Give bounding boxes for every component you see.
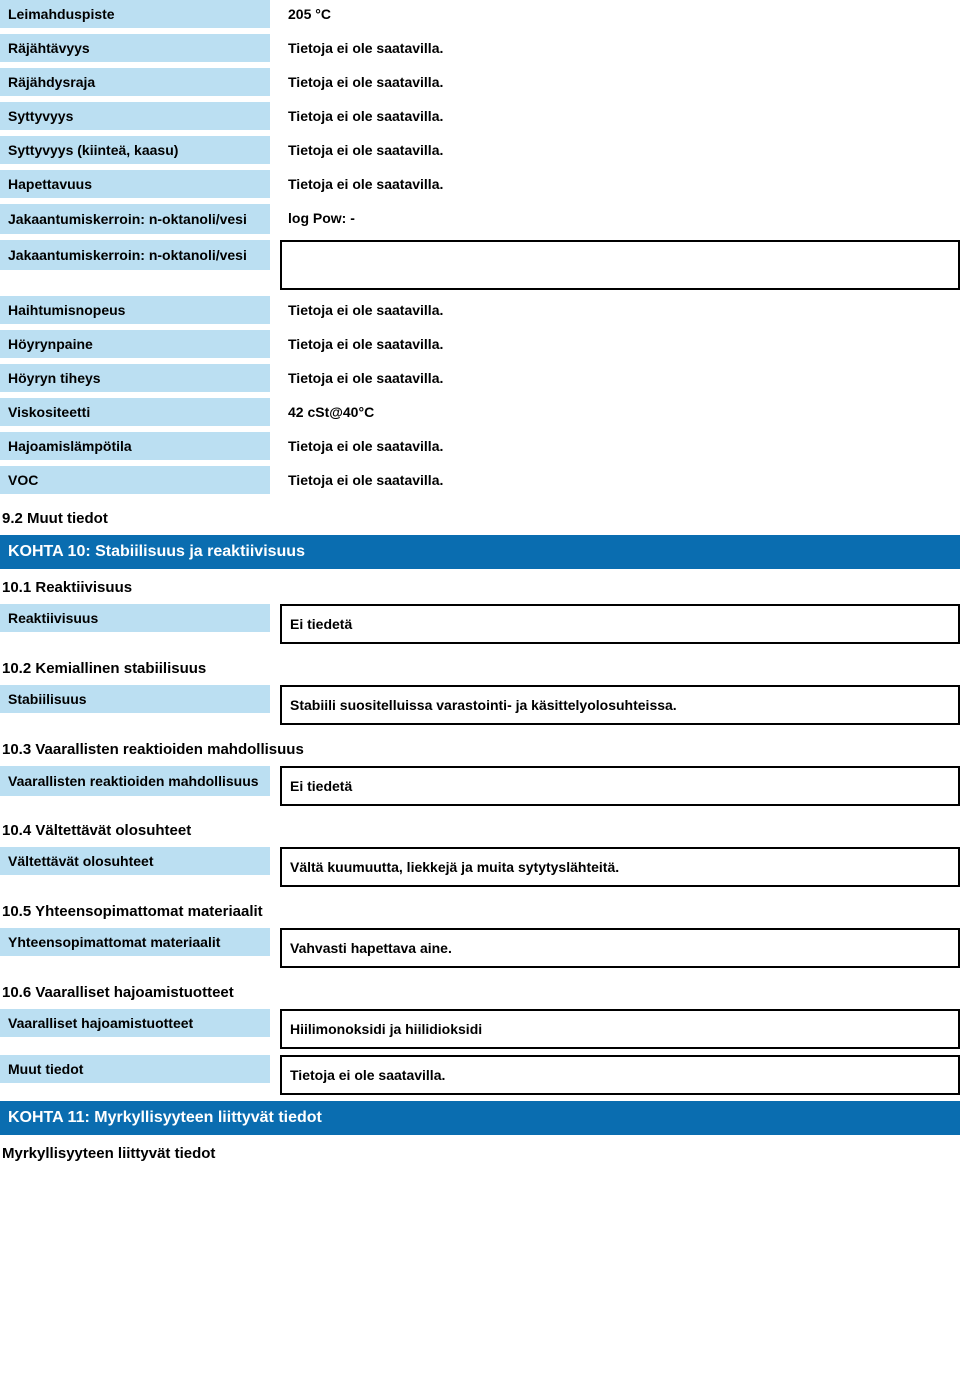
value-muut-tiedot: Tietoja ei ole saatavilla. bbox=[280, 1055, 960, 1095]
label-rajahdysraja: Räjähdysraja bbox=[0, 68, 270, 96]
row-rajahdysraja: Räjähdysraja Tietoja ei ole saatavilla. bbox=[0, 68, 960, 96]
subheading-104: 10.4 Vältettävät olosuhteet bbox=[0, 812, 960, 847]
value-hoyrynpaine: Tietoja ei ole saatavilla. bbox=[280, 330, 960, 358]
label-muut-tiedot: Muut tiedot bbox=[0, 1055, 270, 1083]
value-valtettavat: Vältä kuumuutta, liekkejä ja muita sytyt… bbox=[280, 847, 960, 887]
value-syttyvyys: Tietoja ei ole saatavilla. bbox=[280, 102, 960, 130]
value-stabiilisuus: Stabiili suositelluissa varastointi- ja … bbox=[280, 685, 960, 725]
label-hoyryn-tiheys: Höyryn tiheys bbox=[0, 364, 270, 392]
label-yhteensopimattomat: Yhteensopimattomat materiaalit bbox=[0, 928, 270, 956]
row-syttyvyys-kiintea: Syttyvyys (kiinteä, kaasu) Tietoja ei ol… bbox=[0, 136, 960, 164]
label-jakaantumiskerroin1: Jakaantumiskerroin: n-oktanoli/vesi bbox=[0, 204, 270, 234]
row-reaktiivisuus: Reaktiivisuus Ei tiedetä bbox=[0, 604, 960, 644]
row-hajoamis: Hajoamislämpötila Tietoja ei ole saatavi… bbox=[0, 432, 960, 460]
row-yhteensopimattomat: Yhteensopimattomat materiaalit Vahvasti … bbox=[0, 928, 960, 968]
value-rajahtavyys: Tietoja ei ole saatavilla. bbox=[280, 34, 960, 62]
row-valtettavat: Vältettävät olosuhteet Vältä kuumuutta, … bbox=[0, 847, 960, 887]
value-hapettavuus: Tietoja ei ole saatavilla. bbox=[280, 170, 960, 198]
row-rajahtavyys: Räjähtävyys Tietoja ei ole saatavilla. bbox=[0, 34, 960, 62]
row-hapettavuus: Hapettavuus Tietoja ei ole saatavilla. bbox=[0, 170, 960, 198]
label-syttyvyys: Syttyvyys bbox=[0, 102, 270, 130]
value-haihtumisnopeus: Tietoja ei ole saatavilla. bbox=[280, 296, 960, 324]
row-muut-tiedot: Muut tiedot Tietoja ei ole saatavilla. bbox=[0, 1055, 960, 1095]
row-hoyryn-tiheys: Höyryn tiheys Tietoja ei ole saatavilla. bbox=[0, 364, 960, 392]
row-jakaantumiskerroin2: Jakaantumiskerroin: n-oktanoli/vesi bbox=[0, 240, 960, 290]
subheading-102: 10.2 Kemiallinen stabiilisuus bbox=[0, 650, 960, 685]
label-vaaralliset-hajoamis: Vaaralliset hajoamistuotteet bbox=[0, 1009, 270, 1037]
label-vaarallisten-reaktioiden: Vaarallisten reaktioiden mahdollisuus bbox=[0, 766, 270, 796]
section-11-header: KOHTA 11: Myrkyllisyyteen liittyvät tied… bbox=[0, 1101, 960, 1135]
section-10-header: KOHTA 10: Stabiilisuus ja reaktiivisuus bbox=[0, 535, 960, 569]
label-hajoamis: Hajoamislämpötila bbox=[0, 432, 270, 460]
value-jakaantumiskerroin2 bbox=[280, 240, 960, 290]
value-rajahdysraja: Tietoja ei ole saatavilla. bbox=[280, 68, 960, 96]
value-leimahduspiste: 205 °C bbox=[280, 0, 960, 28]
value-viskositeetti: 42 cSt@40°C bbox=[280, 398, 960, 426]
label-hoyrynpaine: Höyrynpaine bbox=[0, 330, 270, 358]
subheading-92: 9.2 Muut tiedot bbox=[0, 500, 960, 535]
label-syttyvyys-kiintea: Syttyvyys (kiinteä, kaasu) bbox=[0, 136, 270, 164]
row-hoyrynpaine: Höyrynpaine Tietoja ei ole saatavilla. bbox=[0, 330, 960, 358]
value-syttyvyys-kiintea: Tietoja ei ole saatavilla. bbox=[280, 136, 960, 164]
label-valtettavat: Vältettävät olosuhteet bbox=[0, 847, 270, 875]
row-viskositeetti: Viskositeetti 42 cSt@40°C bbox=[0, 398, 960, 426]
label-voc: VOC bbox=[0, 466, 270, 494]
value-yhteensopimattomat: Vahvasti hapettava aine. bbox=[280, 928, 960, 968]
label-jakaantumiskerroin2: Jakaantumiskerroin: n-oktanoli/vesi bbox=[0, 240, 270, 270]
row-vaaralliset-hajoamis: Vaaralliset hajoamistuotteet Hiilimonoks… bbox=[0, 1009, 960, 1049]
row-stabiilisuus: Stabiilisuus Stabiili suositelluissa var… bbox=[0, 685, 960, 725]
subheading-103: 10.3 Vaarallisten reaktioiden mahdollisu… bbox=[0, 731, 960, 766]
label-rajahtavyys: Räjähtävyys bbox=[0, 34, 270, 62]
value-hajoamis: Tietoja ei ole saatavilla. bbox=[280, 432, 960, 460]
subheading-11: Myrkyllisyyteen liittyvät tiedot bbox=[0, 1135, 960, 1170]
value-reaktiivisuus: Ei tiedetä bbox=[280, 604, 960, 644]
subheading-106: 10.6 Vaaralliset hajoamistuotteet bbox=[0, 974, 960, 1009]
row-syttyvyys: Syttyvyys Tietoja ei ole saatavilla. bbox=[0, 102, 960, 130]
label-hapettavuus: Hapettavuus bbox=[0, 170, 270, 198]
subheading-101: 10.1 Reaktiivisuus bbox=[0, 569, 960, 604]
label-leimahduspiste: Leimahduspiste bbox=[0, 0, 270, 28]
row-vaarallisten-reaktioiden: Vaarallisten reaktioiden mahdollisuus Ei… bbox=[0, 766, 960, 806]
row-haihtumisnopeus: Haihtumisnopeus Tietoja ei ole saatavill… bbox=[0, 296, 960, 324]
value-hoyryn-tiheys: Tietoja ei ole saatavilla. bbox=[280, 364, 960, 392]
value-jakaantumiskerroin1: log Pow: - bbox=[280, 204, 960, 232]
value-vaaralliset-hajoamis: Hiilimonoksidi ja hiilidioksidi bbox=[280, 1009, 960, 1049]
label-reaktiivisuus: Reaktiivisuus bbox=[0, 604, 270, 632]
subheading-105: 10.5 Yhteensopimattomat materiaalit bbox=[0, 893, 960, 928]
row-leimahduspiste: Leimahduspiste 205 °C bbox=[0, 0, 960, 28]
label-stabiilisuus: Stabiilisuus bbox=[0, 685, 270, 713]
value-vaarallisten-reaktioiden: Ei tiedetä bbox=[280, 766, 960, 806]
row-voc: VOC Tietoja ei ole saatavilla. bbox=[0, 466, 960, 494]
row-jakaantumiskerroin1: Jakaantumiskerroin: n-oktanoli/vesi log … bbox=[0, 204, 960, 234]
label-haihtumisnopeus: Haihtumisnopeus bbox=[0, 296, 270, 324]
label-viskositeetti: Viskositeetti bbox=[0, 398, 270, 426]
value-voc: Tietoja ei ole saatavilla. bbox=[280, 466, 960, 494]
